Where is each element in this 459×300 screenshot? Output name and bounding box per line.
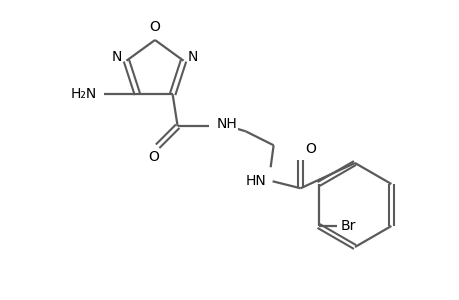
- Text: N: N: [112, 50, 122, 64]
- Text: Br: Br: [340, 219, 355, 233]
- Text: O: O: [148, 150, 159, 164]
- Text: H₂N: H₂N: [71, 87, 97, 101]
- Text: NH: NH: [216, 117, 237, 131]
- Text: O: O: [305, 142, 316, 156]
- Text: O: O: [149, 20, 160, 34]
- Text: N: N: [187, 50, 197, 64]
- Text: HN: HN: [246, 174, 266, 188]
